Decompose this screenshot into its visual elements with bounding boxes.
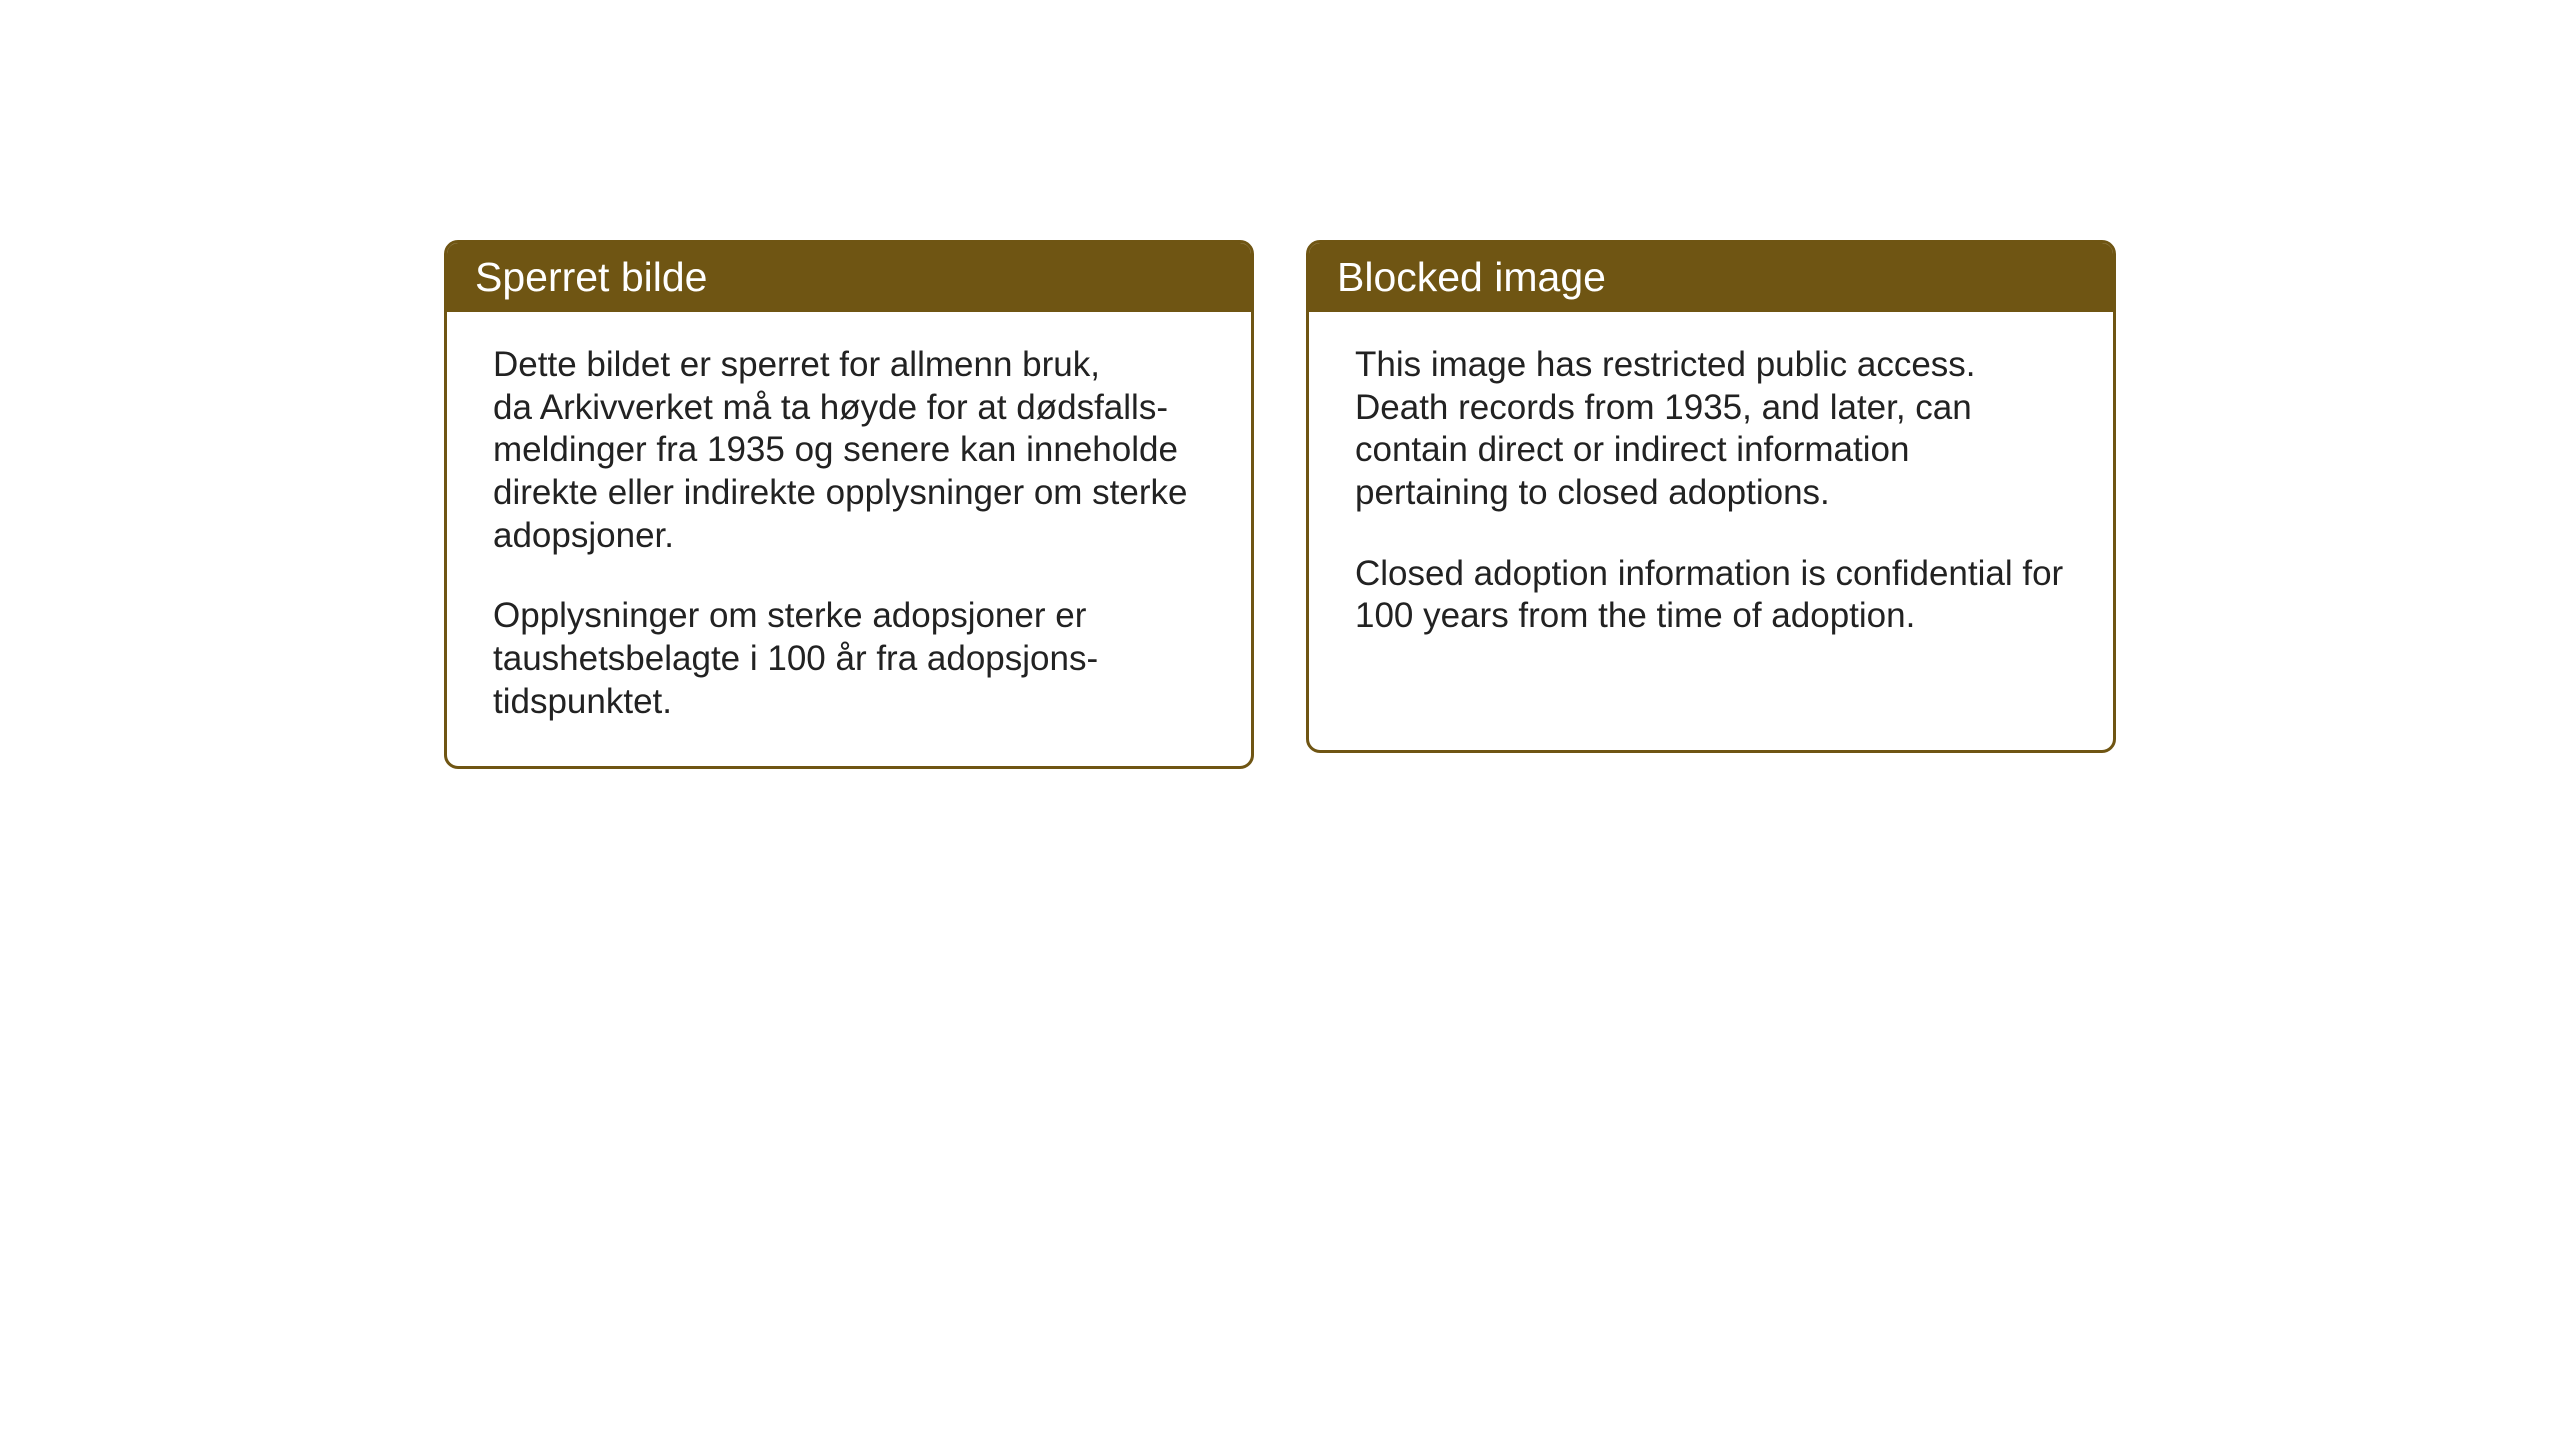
card-body-english: This image has restricted public access.… [1309, 312, 2113, 680]
card-para1-norwegian: Dette bildet er sperret for allmenn bruk… [493, 344, 1205, 557]
card-english: Blocked image This image has restricted … [1306, 240, 2116, 753]
card-para2-norwegian: Opplysninger om sterke adopsjoner er tau… [493, 595, 1205, 723]
card-norwegian: Sperret bilde Dette bildet er sperret fo… [444, 240, 1254, 769]
card-title-english: Blocked image [1337, 254, 1606, 300]
card-para1-english: This image has restricted public access.… [1355, 344, 2067, 515]
card-body-norwegian: Dette bildet er sperret for allmenn bruk… [447, 312, 1251, 766]
cards-container: Sperret bilde Dette bildet er sperret fo… [444, 240, 2116, 769]
card-title-norwegian: Sperret bilde [475, 254, 707, 300]
card-header-english: Blocked image [1309, 243, 2113, 312]
card-para2-english: Closed adoption information is confident… [1355, 553, 2067, 638]
card-header-norwegian: Sperret bilde [447, 243, 1251, 312]
